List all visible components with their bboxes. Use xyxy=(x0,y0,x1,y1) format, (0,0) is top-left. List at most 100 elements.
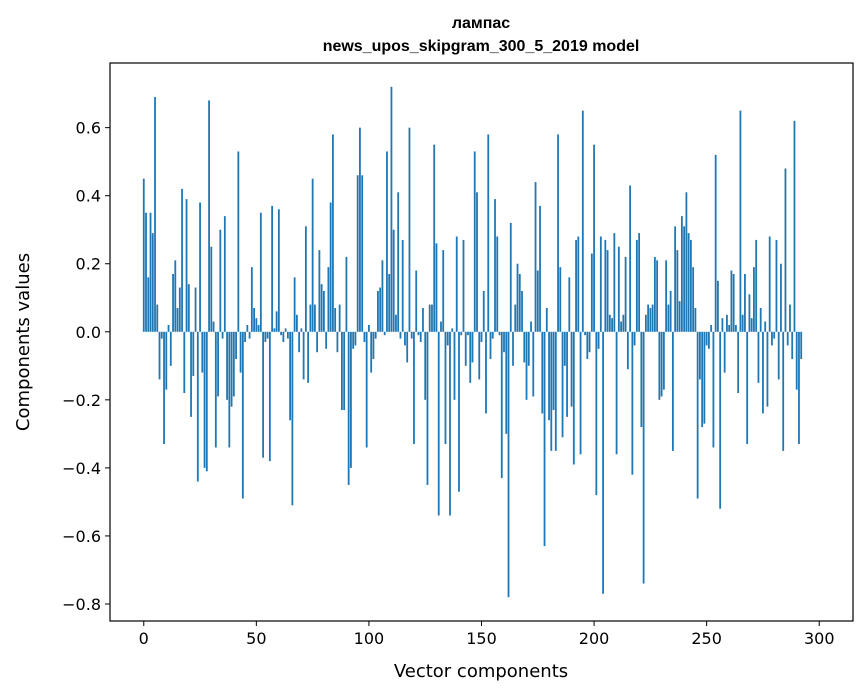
bar-234 xyxy=(669,290,672,332)
bar-25 xyxy=(199,202,201,332)
bar-286 xyxy=(786,331,789,346)
bar-210 xyxy=(615,331,618,455)
bar-78 xyxy=(318,250,321,332)
bar-109 xyxy=(388,273,391,332)
y-tick-label: 0.0 xyxy=(76,323,101,342)
bar-115 xyxy=(401,239,404,332)
bar-28 xyxy=(205,331,208,472)
bar-8 xyxy=(160,331,163,339)
bar-289 xyxy=(793,120,796,332)
bar-127 xyxy=(428,304,431,332)
bar-250 xyxy=(705,331,708,346)
bar-19 xyxy=(185,199,188,332)
bar-230 xyxy=(660,331,663,397)
bar-177 xyxy=(541,331,544,414)
bar-150 xyxy=(480,331,483,342)
bar-206 xyxy=(606,250,609,332)
bar-22 xyxy=(192,331,195,377)
bar-179 xyxy=(545,307,548,332)
bar-111 xyxy=(392,229,395,332)
bar-211 xyxy=(617,246,620,332)
bar-223 xyxy=(644,314,647,332)
bar-169 xyxy=(523,331,526,363)
bar-145 xyxy=(469,331,472,383)
bar-97 xyxy=(361,175,364,332)
bar-283 xyxy=(780,263,782,332)
bar-137 xyxy=(451,328,454,332)
bar-20 xyxy=(187,284,190,332)
bar-222 xyxy=(642,331,645,584)
bar-21 xyxy=(190,331,192,417)
bar-256 xyxy=(719,331,722,509)
bar-180 xyxy=(548,331,550,421)
bar-205 xyxy=(604,239,607,332)
bar-252 xyxy=(710,324,713,332)
bar-148 xyxy=(476,192,478,332)
bar-186 xyxy=(561,331,564,438)
bar-10 xyxy=(165,331,168,390)
bar-102 xyxy=(372,331,375,360)
bar-233 xyxy=(667,304,670,332)
bar-93 xyxy=(352,331,355,349)
bar-14 xyxy=(174,260,177,332)
bar-89 xyxy=(343,331,346,411)
bar-263 xyxy=(735,324,737,332)
bar-75 xyxy=(311,178,314,332)
x-tick-label: 300 xyxy=(804,629,835,648)
bar-218 xyxy=(633,331,636,346)
bar-173 xyxy=(532,331,535,397)
bar-105 xyxy=(379,287,382,332)
x-tick-label: 150 xyxy=(466,629,497,648)
bar-229 xyxy=(658,331,661,400)
bar-196 xyxy=(584,331,586,336)
bar-155 xyxy=(491,331,494,339)
bar-275 xyxy=(762,331,764,414)
bar-99 xyxy=(365,331,368,448)
bar-292 xyxy=(800,331,803,360)
bar-12 xyxy=(169,331,172,366)
bar-42 xyxy=(237,151,240,332)
bar-100 xyxy=(368,324,370,332)
bar-55 xyxy=(266,331,269,339)
bar-194 xyxy=(579,331,582,455)
bar-90 xyxy=(345,256,348,332)
bar-235 xyxy=(671,331,674,451)
bar-216 xyxy=(629,185,631,332)
bar-9 xyxy=(163,331,165,445)
bar-181 xyxy=(550,331,553,451)
bar-144 xyxy=(467,331,469,336)
bar-146 xyxy=(471,331,474,363)
bar-141 xyxy=(460,331,463,336)
bar-199 xyxy=(590,253,593,332)
bar-143 xyxy=(464,331,467,366)
bar-287 xyxy=(789,304,791,332)
bar-6 xyxy=(156,304,159,332)
bar-57 xyxy=(271,205,274,332)
bar-184 xyxy=(557,134,559,332)
y-tick-label: 0.6 xyxy=(76,119,101,138)
bar-231 xyxy=(662,331,665,390)
bar-193 xyxy=(577,236,580,332)
bar-37 xyxy=(226,331,228,400)
bar-174 xyxy=(534,182,537,332)
bar-59 xyxy=(275,311,278,332)
bar-251 xyxy=(708,331,710,349)
bar-197 xyxy=(586,331,589,360)
bar-166 xyxy=(516,263,519,332)
bar-228 xyxy=(656,260,659,332)
bar-238 xyxy=(678,301,681,332)
bar-156 xyxy=(494,199,496,332)
bar-67 xyxy=(293,277,296,332)
bar-170 xyxy=(525,331,528,400)
bar-121 xyxy=(415,270,418,332)
bar-88 xyxy=(341,331,343,411)
y-tick-label: −0.4 xyxy=(62,459,101,478)
bar-278 xyxy=(768,236,771,332)
bar-2 xyxy=(147,277,150,332)
bar-77 xyxy=(316,331,319,353)
bar-31 xyxy=(212,321,215,332)
x-tick-label: 250 xyxy=(691,629,722,648)
bar-104 xyxy=(377,290,379,332)
bar-52 xyxy=(259,212,262,332)
